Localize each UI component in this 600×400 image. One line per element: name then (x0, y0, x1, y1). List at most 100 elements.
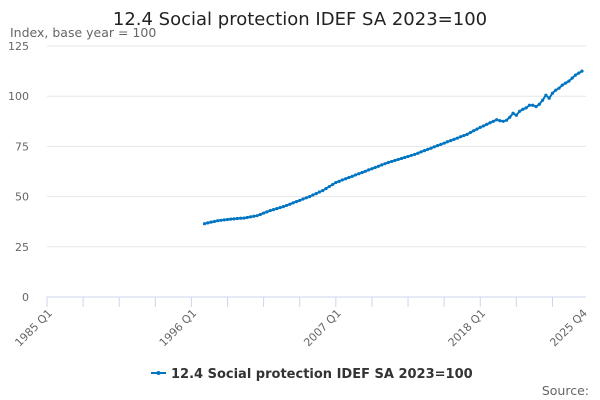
data-point[interactable] (422, 149, 427, 153)
data-point[interactable] (370, 167, 374, 171)
data-point[interactable] (544, 93, 548, 97)
data-point[interactable] (245, 215, 249, 220)
data-point[interactable] (504, 118, 509, 122)
data-point[interactable] (278, 206, 282, 210)
data-point[interactable] (491, 119, 495, 123)
data-point[interactable] (262, 211, 266, 215)
data-point[interactable] (324, 186, 328, 191)
data-point[interactable] (495, 118, 499, 122)
data-point[interactable] (534, 105, 538, 109)
data-point[interactable] (560, 83, 564, 87)
data-point[interactable] (514, 113, 518, 117)
data-point[interactable] (294, 200, 299, 204)
data-point[interactable] (527, 103, 532, 107)
series-line[interactable] (204, 70, 583, 225)
data-point[interactable] (321, 188, 325, 193)
data-point[interactable] (429, 146, 433, 150)
data-point[interactable] (567, 79, 571, 83)
data-point[interactable] (511, 111, 515, 115)
data-point[interactable] (248, 215, 253, 219)
data-point[interactable] (508, 115, 512, 119)
data-point[interactable] (570, 76, 574, 80)
data-point[interactable] (373, 165, 377, 170)
data-point[interactable] (432, 145, 436, 149)
data-point[interactable] (406, 154, 410, 159)
data-point[interactable] (419, 150, 423, 154)
data-point[interactable] (304, 196, 308, 200)
data-point[interactable] (229, 217, 233, 221)
data-point[interactable] (298, 198, 302, 203)
data-point[interactable] (547, 96, 551, 100)
data-point[interactable] (488, 121, 492, 125)
data-point[interactable] (475, 127, 479, 131)
data-point[interactable] (232, 217, 236, 221)
data-point[interactable] (563, 81, 568, 85)
data-point[interactable] (442, 141, 446, 145)
data-point[interactable] (353, 173, 358, 177)
data-point[interactable] (396, 157, 400, 162)
data-point[interactable] (537, 102, 541, 106)
data-point[interactable] (435, 143, 440, 148)
data-point[interactable] (541, 98, 545, 102)
data-point[interactable] (458, 135, 463, 139)
data-point[interactable] (445, 140, 450, 144)
data-point[interactable] (350, 174, 354, 178)
data-point[interactable] (222, 218, 226, 222)
data-point[interactable] (531, 103, 535, 107)
data-point[interactable] (580, 69, 584, 73)
data-point[interactable] (252, 214, 256, 218)
data-point[interactable] (285, 203, 289, 208)
data-point[interactable] (235, 216, 239, 221)
data-point[interactable] (212, 219, 216, 224)
data-point[interactable] (409, 153, 413, 158)
data-point[interactable] (462, 133, 466, 138)
data-point[interactable] (403, 155, 407, 160)
data-point[interactable] (327, 184, 331, 189)
data-point[interactable] (452, 137, 456, 141)
data-point[interactable] (521, 107, 525, 111)
data-point[interactable] (317, 190, 322, 194)
data-point[interactable] (363, 169, 367, 173)
data-point[interactable] (465, 132, 469, 136)
data-point[interactable] (288, 202, 292, 206)
legend[interactable]: 12.4 Social protection IDEF SA 2023=100 (151, 367, 473, 382)
data-point[interactable] (524, 106, 528, 110)
data-point[interactable] (330, 182, 335, 187)
data-point[interactable] (380, 163, 384, 167)
data-point[interactable] (455, 136, 459, 140)
data-point[interactable] (550, 91, 555, 95)
data-point[interactable] (498, 119, 502, 123)
data-point[interactable] (239, 216, 243, 220)
data-point[interactable] (314, 191, 318, 196)
data-point[interactable] (291, 201, 295, 205)
data-point[interactable] (416, 151, 420, 155)
data-point[interactable] (485, 122, 489, 126)
data-point[interactable] (307, 195, 312, 199)
legend-label[interactable]: 12.4 Social protection IDEF SA 2023=100 (171, 367, 473, 382)
data-point[interactable] (426, 147, 430, 152)
data-point[interactable] (301, 197, 305, 201)
data-point[interactable] (573, 73, 578, 77)
data-point[interactable] (376, 164, 381, 168)
data-point[interactable] (383, 162, 387, 166)
data-point[interactable] (439, 142, 443, 146)
data-point[interactable] (337, 179, 341, 183)
data-point[interactable] (344, 177, 348, 181)
data-point[interactable] (554, 88, 558, 92)
data-point[interactable] (202, 222, 207, 226)
data-point[interactable] (268, 209, 272, 213)
data-point[interactable] (275, 207, 279, 211)
data-point[interactable] (347, 175, 351, 180)
data-point[interactable] (265, 210, 269, 214)
data-point[interactable] (271, 208, 276, 212)
data-point[interactable] (258, 212, 262, 217)
data-point[interactable] (340, 178, 344, 182)
data-point[interactable] (255, 214, 259, 218)
data-point[interactable] (209, 220, 213, 224)
data-point[interactable] (357, 172, 361, 176)
data-point[interactable] (311, 193, 315, 197)
data-point[interactable] (219, 218, 223, 222)
data-point[interactable] (386, 160, 390, 165)
data-point[interactable] (472, 129, 476, 133)
data-point[interactable] (399, 156, 404, 161)
